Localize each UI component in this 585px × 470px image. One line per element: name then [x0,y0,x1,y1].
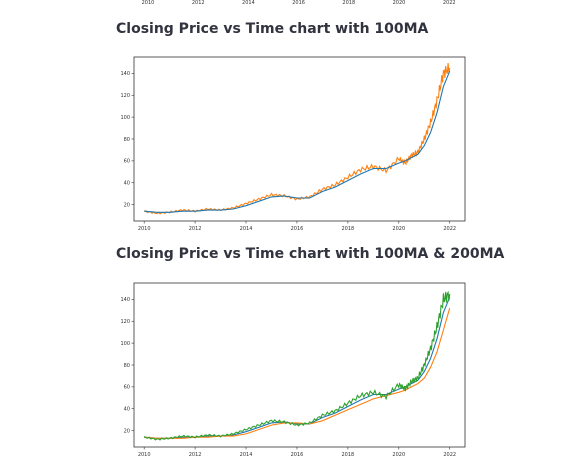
chart-1-series-ma100 [144,70,451,213]
chart-2-series-ma200 [144,307,451,439]
chart-2-x-tick-label: 2012 [189,452,202,458]
chart-1-y-tick-label: 100 [120,115,130,121]
chart-2-series-ma100 [144,296,451,439]
chart-2-heading: Closing Price vs Time chart with 100MA &… [116,246,505,262]
top-axis-tick-label: 2010 [142,0,155,6]
top-axis-tick-label: 2014 [242,0,255,6]
chart-1-y-tick-label: 60 [124,159,130,165]
chart-2-x-tick-label: 2018 [342,452,355,458]
chart-1-y-tick-label: 40 [124,181,130,187]
chart-2-x-tick-label: 2020 [392,452,405,458]
chart-1-x-tick-label: 2018 [342,226,355,232]
top-axis-tick-label: 2020 [393,0,406,6]
chart-2-y-tick-label: 120 [120,319,130,325]
chart-2-y-tick-label: 100 [120,341,130,347]
chart-1-x-tick-label: 2012 [189,226,202,232]
chart-1-x-tick-label: 2010 [138,226,151,232]
chart-2-y-tick-label: 140 [120,297,130,303]
chart-1-y-tick-label: 80 [124,137,130,143]
chart-2-x-tick-label: 2014 [240,452,253,458]
chart-2-frame [133,282,466,448]
chart-2-x-tick-label: 2010 [138,452,151,458]
chart-1-x-tick-label: 2020 [392,226,405,232]
chart-2-y-tick-label: 20 [124,428,130,434]
chart-2-y-tick-label: 80 [124,363,130,369]
chart-2-series-closing [143,290,451,441]
chart-2-y-tick-label: 40 [124,407,130,413]
chart-2-y-tick-label: 60 [124,385,130,391]
chart-1-x-tick-label: 2022 [443,226,456,232]
chart-1-y-tick-label: 20 [124,202,130,208]
chart-1-y-tick-label: 120 [120,93,130,99]
top-axis-tick-label: 2012 [192,0,205,6]
chart-2-x-tick-label: 2022 [443,452,456,458]
chart-1-heading: Closing Price vs Time chart with 100MA [116,21,429,37]
top-axis-tick-label: 2016 [292,0,305,6]
top-axis-tick-label: 2022 [443,0,456,6]
chart-2-x-tick-label: 2016 [291,452,304,458]
chart-1-series-closing [144,62,451,215]
top-axis-tick-label: 2018 [342,0,355,6]
chart-1-frame [133,56,466,222]
chart-1-x-tick-label: 2014 [240,226,253,232]
chart-1-x-tick-label: 2016 [291,226,304,232]
chart-1-y-tick-label: 140 [120,71,130,77]
